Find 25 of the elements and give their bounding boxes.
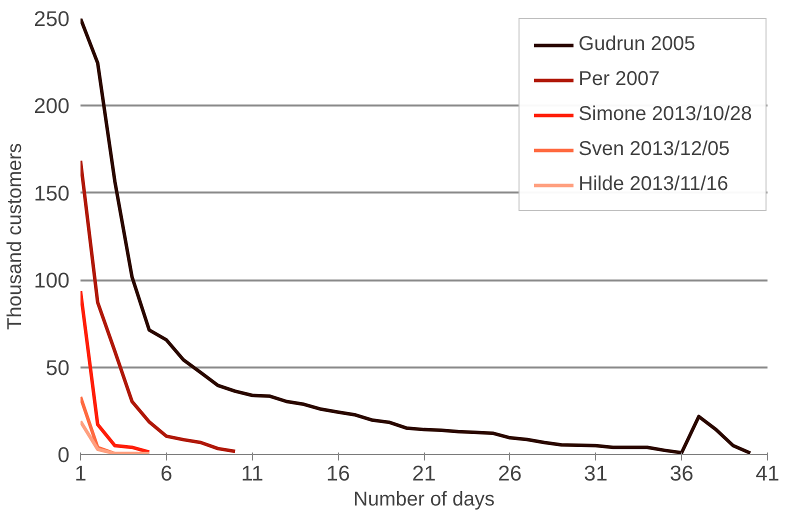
legend-label: Gudrun 2005: [578, 33, 696, 56]
y-tick-label: 200: [34, 94, 70, 118]
x-tick-label: 31: [584, 462, 608, 486]
x-tick-label: 6: [160, 462, 172, 486]
line-series: [80, 18, 752, 454]
y-tick-label: 250: [34, 7, 70, 31]
x-tick-label: 36: [670, 462, 694, 486]
y-tick-label: 0: [58, 443, 70, 467]
legend-label: Sven 2013/12/05: [578, 138, 730, 161]
line-series: [80, 289, 151, 454]
legend-label: Per 2007: [578, 68, 660, 91]
x-tick-label: 41: [756, 462, 780, 486]
line-series: [80, 159, 237, 454]
x-tick-label: 1: [74, 462, 86, 486]
x-tick-label: 21: [412, 462, 436, 486]
y-axis-title: Thousand customers: [4, 143, 26, 330]
y-tick-label: 100: [34, 268, 70, 293]
legend-label: Hilde 2013/11/16: [578, 173, 728, 196]
x-tick-label: 16: [326, 462, 350, 486]
x-tick-label: 11: [241, 462, 264, 486]
y-tick-label: 150: [34, 181, 70, 206]
x-tick-label: 26: [498, 462, 522, 486]
y-tick-label: 50: [46, 356, 70, 380]
x-axis-title: Number of days: [353, 488, 495, 510]
legend-label: Simone 2013/10/28: [578, 103, 752, 126]
